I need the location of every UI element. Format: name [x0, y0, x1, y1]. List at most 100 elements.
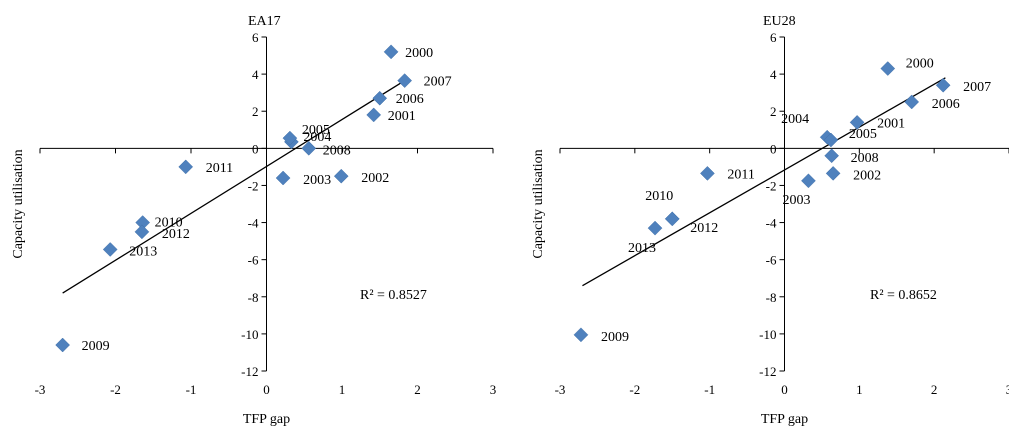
- y-tick-label: 0: [770, 141, 777, 156]
- y-tick-label: 6: [770, 30, 777, 45]
- y-axis-label: Capacity utilisation: [531, 149, 546, 258]
- data-label-2009: 2009: [601, 330, 629, 345]
- data-label-2009: 2009: [82, 339, 110, 354]
- data-label-2008: 2008: [323, 143, 351, 158]
- y-tick-label: 6: [252, 30, 259, 45]
- data-label-2006: 2006: [396, 92, 424, 107]
- y-tick-label: -8: [766, 290, 777, 305]
- r-squared-label: R² = 0.8527: [360, 288, 427, 303]
- x-tick-label: -3: [555, 382, 566, 397]
- data-label-2002: 2002: [361, 171, 389, 186]
- data-label-2012: 2012: [690, 221, 718, 236]
- data-point-2009: [573, 327, 589, 343]
- data-label-2001: 2001: [388, 109, 416, 124]
- data-label-2005: 2005: [302, 123, 330, 138]
- y-tick-label: -4: [766, 216, 777, 231]
- data-point-2008: [824, 148, 839, 164]
- data-point-2007: [397, 73, 413, 88]
- x-tick-label: 2: [414, 382, 421, 397]
- data-point-2003: [275, 170, 291, 186]
- x-tick-label: -1: [704, 382, 715, 397]
- data-label-2007: 2007: [963, 80, 991, 95]
- data-label-2013: 2013: [628, 241, 656, 256]
- data-label-2003: 2003: [782, 193, 810, 208]
- trendline: [62, 79, 407, 294]
- data-label-2001: 2001: [877, 116, 905, 131]
- data-point-2006: [904, 94, 920, 110]
- y-tick-label: -12: [759, 364, 776, 379]
- data-label-2013: 2013: [129, 244, 157, 259]
- y-axis-label: Capacity utilisation: [11, 149, 26, 258]
- data-label-2010: 2010: [645, 189, 673, 204]
- x-tick-label: 3: [1006, 382, 1009, 397]
- trendline: [582, 77, 946, 287]
- data-point-2009: [55, 337, 71, 353]
- x-tick-label: -1: [186, 382, 197, 397]
- y-tick-label: -4: [248, 216, 259, 231]
- y-tick-label: 4: [770, 67, 777, 82]
- data-point-2012: [664, 211, 680, 227]
- data-point-2000: [383, 44, 399, 60]
- x-tick-label: 0: [263, 382, 270, 397]
- data-point-2013: [647, 220, 663, 236]
- y-tick-label: -2: [248, 178, 259, 193]
- data-label-2007: 2007: [424, 75, 452, 90]
- x-tick-label: -3: [35, 382, 46, 397]
- data-point-2012: [134, 224, 150, 240]
- y-tick-label: 0: [252, 141, 259, 156]
- x-tick-label: 1: [339, 382, 346, 397]
- data-point-2007: [935, 77, 951, 93]
- data-label-2000: 2000: [906, 57, 934, 72]
- r-squared-label: R² = 0.8652: [870, 288, 937, 303]
- data-point-2000: [880, 61, 896, 76]
- data-label-2011: 2011: [206, 161, 233, 176]
- data-point-2002: [333, 168, 349, 184]
- data-label-2002: 2002: [853, 168, 881, 183]
- data-label-2003: 2003: [303, 173, 331, 188]
- data-point-2002: [825, 166, 841, 181]
- y-tick-label: 4: [252, 67, 259, 82]
- data-point-2001: [366, 107, 382, 123]
- y-tick-label: -6: [248, 253, 259, 268]
- data-point-2001: [849, 115, 865, 130]
- data-label-2010: 2010: [155, 216, 183, 231]
- y-tick-label: -2: [766, 178, 777, 193]
- y-tick-label: -6: [766, 253, 777, 268]
- data-label-2006: 2006: [932, 97, 960, 112]
- y-tick-label: 2: [252, 104, 259, 119]
- data-label-2005: 2005: [849, 127, 877, 142]
- data-point-2013: [102, 242, 118, 257]
- data-point-2006: [372, 90, 388, 106]
- chart-title: EA17: [248, 14, 281, 29]
- data-point-2008: [301, 140, 317, 156]
- data-label-2008: 2008: [851, 151, 879, 166]
- data-label-2004: 2004: [781, 112, 809, 127]
- x-axis-label: TFP gap: [243, 412, 290, 427]
- x-tick-label: -2: [629, 382, 640, 397]
- x-tick-label: 1: [856, 382, 863, 397]
- data-point-2005: [282, 130, 298, 146]
- data-label-2000: 2000: [405, 46, 433, 61]
- data-point-2011: [178, 159, 194, 175]
- data-label-2012: 2012: [162, 227, 190, 242]
- y-tick-label: -10: [241, 327, 258, 342]
- data-point-2011: [700, 166, 715, 181]
- y-tick-label: -10: [759, 327, 776, 342]
- data-point-2003: [801, 173, 816, 189]
- data-point-2005: [823, 132, 839, 148]
- x-tick-label: 3: [490, 382, 497, 397]
- x-tick-label: 0: [781, 382, 788, 397]
- x-tick-label: -2: [110, 382, 121, 397]
- data-label-2011: 2011: [727, 167, 754, 182]
- y-tick-label: -12: [241, 364, 258, 379]
- x-axis-label: TFP gap: [761, 412, 808, 427]
- x-tick-label: 2: [931, 382, 938, 397]
- y-tick-label: -8: [248, 290, 259, 305]
- y-tick-label: 2: [770, 104, 777, 119]
- chart-title: EU28: [763, 14, 796, 29]
- data-label-2004: 2004: [303, 130, 331, 145]
